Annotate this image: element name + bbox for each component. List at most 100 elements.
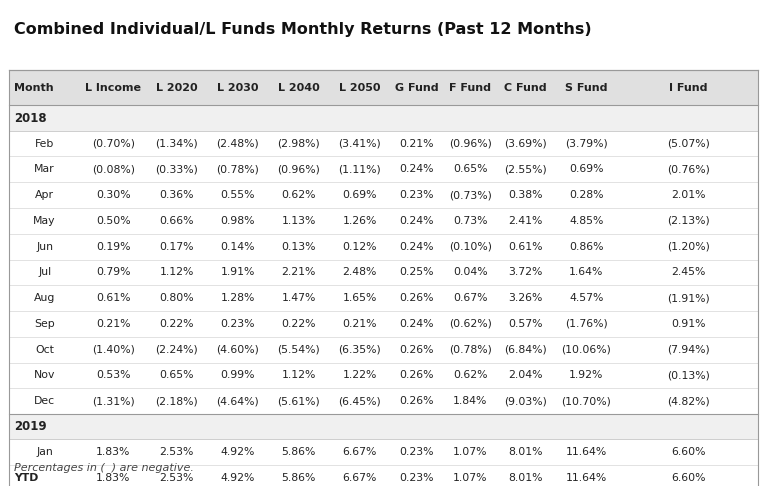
Text: 0.55%: 0.55% [220,190,255,200]
Text: (4.82%): (4.82%) [667,396,710,406]
Text: (1.76%): (1.76%) [565,319,608,329]
Text: (0.73%): (0.73%) [449,190,491,200]
Text: 2018: 2018 [14,112,46,124]
Text: 1.28%: 1.28% [220,293,255,303]
Text: Feb: Feb [35,139,54,149]
Text: 0.21%: 0.21% [96,319,130,329]
Text: 0.26%: 0.26% [399,370,434,381]
Text: 0.26%: 0.26% [399,345,434,355]
Text: 6.67%: 6.67% [342,473,377,483]
Text: (0.70%): (0.70%) [91,139,135,149]
Text: 2019: 2019 [14,420,46,433]
Text: S Fund: S Fund [565,83,607,93]
Text: 0.23%: 0.23% [399,190,434,200]
Text: 1.83%: 1.83% [96,447,130,457]
Text: 0.23%: 0.23% [220,319,255,329]
Text: (0.96%): (0.96%) [277,164,320,174]
Text: 6.60%: 6.60% [671,447,706,457]
Text: Mar: Mar [34,164,55,174]
Text: (1.91%): (1.91%) [667,293,710,303]
Text: 6.60%: 6.60% [671,473,706,483]
Text: 2.45%: 2.45% [671,267,706,278]
Text: 1.91%: 1.91% [220,267,255,278]
Text: 11.64%: 11.64% [565,473,607,483]
Text: (0.10%): (0.10%) [449,242,491,252]
Text: 0.28%: 0.28% [569,190,604,200]
Text: (0.33%): (0.33%) [155,164,198,174]
Text: Sep: Sep [34,319,55,329]
Text: (0.78%): (0.78%) [216,164,259,174]
Text: 0.24%: 0.24% [399,242,434,252]
Text: 1.12%: 1.12% [281,370,316,381]
Text: 0.22%: 0.22% [159,319,194,329]
Text: 0.13%: 0.13% [281,242,316,252]
Text: 0.26%: 0.26% [399,396,434,406]
Text: 0.67%: 0.67% [453,293,488,303]
Text: 2.04%: 2.04% [508,370,543,381]
Text: (4.64%): (4.64%) [216,396,259,406]
Text: 1.22%: 1.22% [342,370,377,381]
Text: 2.21%: 2.21% [281,267,316,278]
Text: 0.24%: 0.24% [399,164,434,174]
Text: 0.23%: 0.23% [399,473,434,483]
Text: 2.53%: 2.53% [159,447,194,457]
Text: 0.24%: 0.24% [399,319,434,329]
Text: (9.03%): (9.03%) [504,396,547,406]
Text: 4.92%: 4.92% [220,447,255,457]
Text: (0.96%): (0.96%) [449,139,491,149]
Text: L 2020: L 2020 [156,83,197,93]
Text: 0.38%: 0.38% [508,190,543,200]
Text: L 2050: L 2050 [339,83,380,93]
Text: (0.08%): (0.08%) [91,164,135,174]
Text: (2.48%): (2.48%) [216,139,259,149]
Text: 11.64%: 11.64% [565,447,607,457]
Text: 0.62%: 0.62% [281,190,316,200]
Text: May: May [34,216,56,226]
Text: Jan: Jan [37,447,53,457]
Text: (3.79%): (3.79%) [565,139,608,149]
Text: (5.07%): (5.07%) [667,139,710,149]
Text: 3.72%: 3.72% [508,267,543,278]
Text: 0.66%: 0.66% [159,216,194,226]
Text: 8.01%: 8.01% [508,447,543,457]
Text: 0.17%: 0.17% [159,242,194,252]
Text: (0.62%): (0.62%) [449,319,491,329]
Text: 1.13%: 1.13% [281,216,316,226]
Text: 0.69%: 0.69% [569,164,604,174]
Text: (10.70%): (10.70%) [562,396,611,406]
Text: (6.45%): (6.45%) [338,396,381,406]
Text: 2.53%: 2.53% [159,473,194,483]
Text: 1.64%: 1.64% [569,267,604,278]
Text: Jun: Jun [36,242,53,252]
Text: 0.61%: 0.61% [96,293,130,303]
Text: 1.12%: 1.12% [159,267,194,278]
Text: 4.57%: 4.57% [569,293,604,303]
Text: 4.92%: 4.92% [220,473,255,483]
Text: G Fund: G Fund [395,83,439,93]
Text: 0.21%: 0.21% [399,139,434,149]
Text: (2.13%): (2.13%) [667,216,710,226]
Text: 0.04%: 0.04% [453,267,488,278]
Text: C Fund: C Fund [504,83,546,93]
Text: 2.41%: 2.41% [508,216,543,226]
Text: 6.67%: 6.67% [342,447,377,457]
Text: (0.13%): (0.13%) [667,370,710,381]
Text: (6.84%): (6.84%) [504,345,547,355]
Text: (0.78%): (0.78%) [449,345,491,355]
Text: 2.01%: 2.01% [671,190,706,200]
Text: Combined Individual/L Funds Monthly Returns (Past 12 Months): Combined Individual/L Funds Monthly Retu… [14,22,591,37]
Text: 1.65%: 1.65% [342,293,377,303]
Text: (5.61%): (5.61%) [277,396,320,406]
Text: 0.69%: 0.69% [342,190,377,200]
Text: 0.23%: 0.23% [399,447,434,457]
Text: (10.06%): (10.06%) [562,345,611,355]
Text: 1.26%: 1.26% [342,216,377,226]
Text: (5.54%): (5.54%) [277,345,320,355]
Text: (4.60%): (4.60%) [216,345,259,355]
Text: 1.07%: 1.07% [453,447,488,457]
Text: (1.34%): (1.34%) [155,139,198,149]
Text: (1.20%): (1.20%) [667,242,710,252]
Text: Nov: Nov [34,370,56,381]
Text: L 2040: L 2040 [278,83,319,93]
Text: 0.36%: 0.36% [159,190,194,200]
